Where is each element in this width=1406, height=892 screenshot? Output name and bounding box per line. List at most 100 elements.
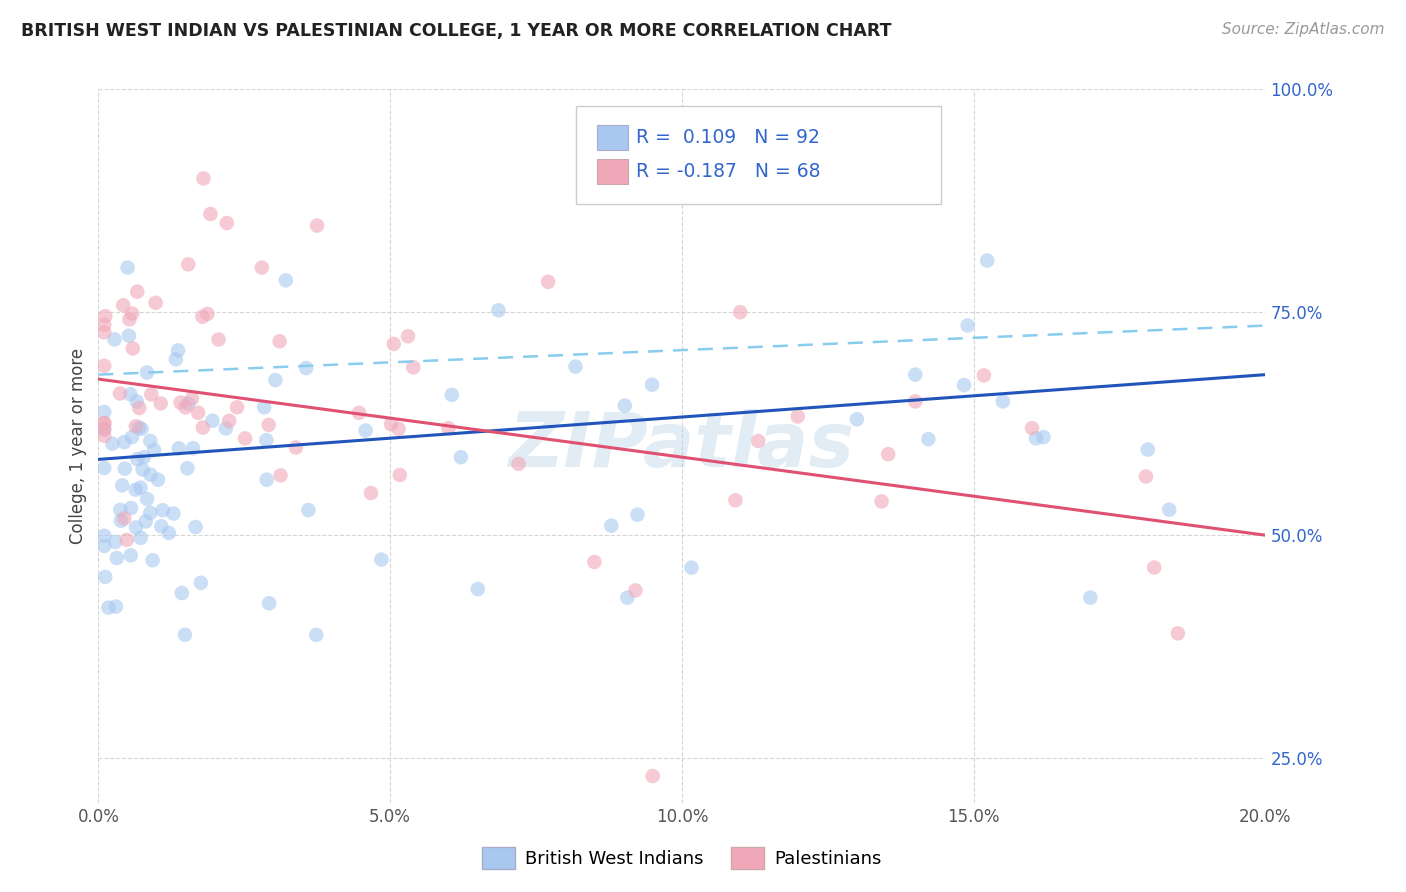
Point — [93, 416, 115, 430]
Point — [904, 394, 927, 409]
Point — [93, 423, 115, 437]
Point — [1167, 626, 1189, 640]
Point — [93, 529, 115, 543]
Point — [870, 494, 893, 508]
Point — [111, 478, 134, 492]
Text: BRITISH WEST INDIAN VS PALESTINIAN COLLEGE, 1 YEAR OR MORE CORRELATION CHART: BRITISH WEST INDIAN VS PALESTINIAN COLLE… — [21, 22, 891, 40]
Point — [215, 216, 238, 230]
Point — [187, 406, 209, 420]
Point — [370, 552, 392, 566]
Point — [218, 414, 240, 428]
Point — [108, 386, 131, 401]
Point — [616, 591, 638, 605]
Point — [1135, 469, 1157, 483]
Point — [139, 467, 162, 482]
Point — [118, 312, 141, 326]
Point — [129, 531, 152, 545]
Point — [93, 539, 115, 553]
Point — [537, 275, 560, 289]
Point — [120, 549, 142, 563]
Point — [270, 468, 292, 483]
Point — [93, 326, 115, 340]
Point — [177, 257, 200, 271]
Point — [181, 441, 204, 455]
Point — [93, 318, 115, 332]
Point — [215, 421, 238, 435]
Point — [877, 447, 900, 461]
Point — [380, 417, 402, 431]
Point — [440, 388, 463, 402]
Point — [143, 443, 166, 458]
Point — [170, 586, 193, 600]
Point — [1025, 431, 1047, 445]
Point — [846, 412, 869, 426]
Point — [141, 387, 163, 401]
Point — [93, 405, 115, 419]
Point — [167, 343, 190, 358]
Point — [128, 401, 150, 415]
Point — [360, 486, 382, 500]
Point — [131, 422, 153, 436]
Point — [93, 359, 115, 373]
Legend: British West Indians, Palestinians: British West Indians, Palestinians — [475, 839, 889, 876]
Point — [264, 373, 287, 387]
Point — [388, 422, 411, 436]
Point — [118, 328, 141, 343]
Point — [125, 483, 148, 497]
Text: R =  0.109   N = 92: R = 0.109 N = 92 — [636, 128, 820, 147]
Point — [169, 395, 191, 409]
Point — [583, 555, 606, 569]
Point — [103, 332, 125, 346]
Point — [641, 377, 664, 392]
Point — [120, 501, 142, 516]
Point — [305, 628, 328, 642]
Point — [747, 434, 769, 448]
Point — [681, 560, 703, 574]
Point — [201, 414, 224, 428]
Point — [112, 298, 135, 312]
Point — [437, 421, 460, 435]
Point — [167, 442, 190, 456]
Point — [117, 260, 139, 275]
Point — [162, 507, 184, 521]
Point — [127, 285, 149, 299]
Point — [295, 361, 318, 376]
Point — [626, 508, 648, 522]
Point — [97, 600, 120, 615]
Point — [257, 596, 280, 610]
Point — [254, 433, 277, 447]
Point — [297, 503, 319, 517]
Point — [127, 452, 149, 467]
Point — [110, 503, 132, 517]
Point — [253, 401, 276, 415]
Point — [307, 219, 329, 233]
Point — [136, 491, 159, 506]
Point — [94, 570, 117, 584]
Point — [145, 295, 167, 310]
Point — [142, 553, 165, 567]
Point — [114, 461, 136, 475]
Point — [233, 432, 256, 446]
Point — [624, 583, 647, 598]
Point — [105, 551, 128, 566]
Point — [146, 473, 169, 487]
Point — [139, 434, 162, 448]
Point — [115, 533, 138, 547]
Point — [197, 307, 219, 321]
Point — [976, 253, 998, 268]
Point — [508, 457, 530, 471]
Point — [121, 307, 143, 321]
Point — [150, 519, 173, 533]
Point — [564, 359, 586, 374]
Point — [112, 511, 135, 525]
Point — [174, 628, 197, 642]
Point — [284, 441, 307, 455]
Text: R = -0.187   N = 68: R = -0.187 N = 68 — [636, 161, 821, 181]
Point — [953, 378, 976, 392]
Point — [165, 352, 187, 367]
Point — [226, 401, 249, 415]
Point — [110, 514, 132, 528]
Point — [132, 450, 155, 465]
Point — [1080, 591, 1102, 605]
Point — [973, 368, 995, 383]
